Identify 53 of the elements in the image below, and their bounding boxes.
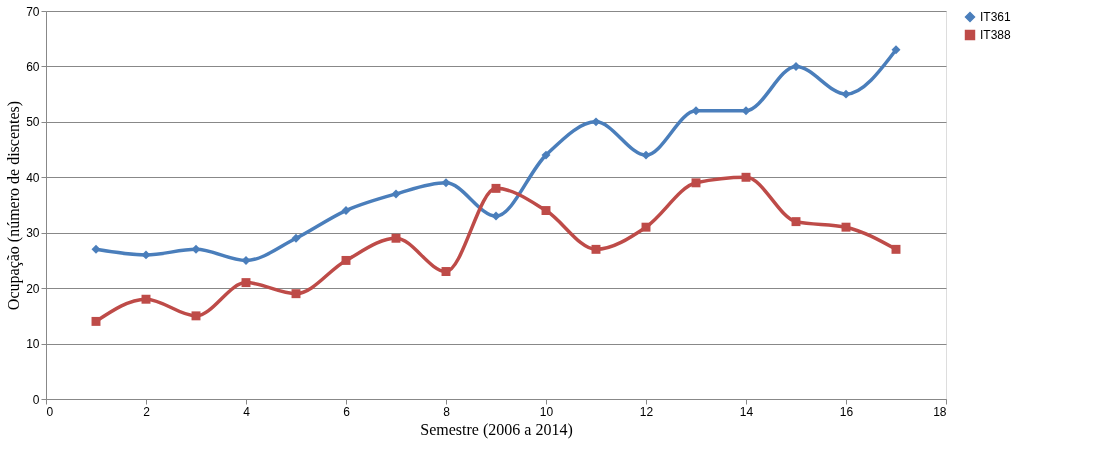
y-tick-label: 40 [26,170,40,185]
point [441,267,451,276]
point [291,289,301,299]
point [841,89,851,99]
y-tick-label: 60 [26,59,40,74]
y-tick-label: 70 [26,4,40,19]
x-tick-label: 6 [343,404,351,419]
point [391,233,401,243]
legend-label: IT361 [980,10,1012,24]
point [141,250,151,260]
x-tick-label: 12 [639,404,654,419]
legend-label: IT388 [980,28,1012,42]
point [341,255,351,265]
point [441,178,451,188]
x-tick-label: 10 [539,404,554,419]
point [591,117,601,127]
x-tick-label: 2 [143,404,151,419]
point [691,178,701,188]
point [91,244,101,254]
point [591,244,601,254]
x-tick-label: 0 [46,404,54,419]
point [891,244,901,254]
point [341,206,351,216]
x-axis-title: Semestre (2006 a 2014) [420,420,573,439]
point [291,233,301,243]
point [541,150,551,160]
point [241,278,251,288]
point [791,217,801,227]
y-axis-title: Ocupação (número de discentes) [5,100,24,311]
point [741,172,751,182]
point [791,61,801,71]
point [641,150,651,160]
point [841,222,851,232]
point [491,183,501,193]
x-tick-label: 8 [443,404,451,419]
x-tick-label: 14 [739,404,754,419]
point [541,206,551,216]
y-tick-label: 10 [26,337,40,352]
y-tick-label: 0 [32,392,40,407]
y-tick-label: 50 [26,115,40,130]
y-tick-label: 20 [26,281,40,296]
point [141,294,151,304]
point [191,311,201,321]
point [241,255,251,265]
point [391,189,401,199]
y-tick-label: 30 [26,226,40,241]
x-tick-label: 4 [243,404,251,419]
point [91,316,101,326]
point [491,211,501,221]
point [641,222,651,232]
point [891,45,901,55]
x-tick-label: 18 [933,404,947,419]
x-tick-label: 16 [839,404,854,419]
